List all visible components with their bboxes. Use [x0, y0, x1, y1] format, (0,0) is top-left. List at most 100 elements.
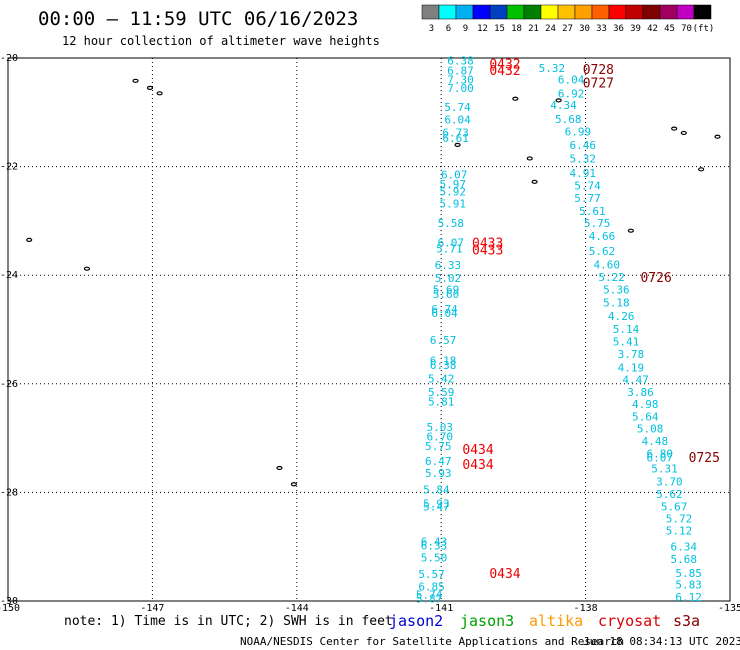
- wave-height-label: 4.47: [622, 373, 649, 386]
- colorbar-tick-label: 24: [545, 24, 556, 34]
- footer-timestamp: Jun 18 08:34:13 UTC 2023: [583, 635, 740, 648]
- y-tick-label: -24: [0, 270, 18, 281]
- colorbar-swatch: [421, 4, 440, 20]
- wave-height-label: 5.08: [637, 422, 664, 435]
- pass-time-label: 0725: [689, 451, 720, 466]
- colorbar-swatch: [506, 4, 525, 20]
- wave-height-label: 6.07: [438, 237, 465, 250]
- wave-height-label: 5.36: [603, 283, 630, 296]
- wave-height-label: 5.59: [428, 386, 455, 399]
- wave-height-label: 6.61: [442, 132, 469, 145]
- x-tick-label: -150: [0, 603, 20, 614]
- colorbar-tick-label: 39: [630, 24, 641, 34]
- wave-height-label: 5.03: [427, 421, 454, 434]
- colorbar-tick-label: 9: [463, 24, 468, 34]
- wave-height-label: 5.02: [435, 272, 462, 285]
- colorbar-tick-label: 12: [477, 24, 488, 34]
- wave-height-label: 5.57: [418, 568, 445, 581]
- wave-height-label: 5.93: [425, 467, 452, 480]
- pass-time-label: 0434: [489, 567, 520, 582]
- x-tick-label: -147: [140, 603, 164, 614]
- colorbar-swatch: [574, 4, 593, 20]
- island-marker: [531, 179, 538, 184]
- wave-height-label: 6.12: [675, 591, 702, 604]
- wave-height-label: 5.69: [433, 283, 460, 296]
- wave-height-label: 5.71: [436, 243, 463, 256]
- pass-time-label: 0433: [472, 237, 503, 252]
- pass-time-label: 0434: [462, 443, 493, 458]
- wave-height-label: 5.74: [574, 180, 601, 193]
- wave-height-label: 5.84: [423, 484, 450, 497]
- wave-height-label: 5.93: [423, 497, 450, 510]
- x-tick-label: -138: [574, 603, 598, 614]
- island-marker: [146, 85, 154, 90]
- wave-height-label: 5.91: [440, 198, 467, 211]
- wave-height-label: 4.34: [550, 99, 577, 112]
- island-marker: [526, 156, 533, 161]
- wave-height-label: 4.91: [569, 167, 596, 180]
- wave-height-label: 7.30: [447, 74, 474, 87]
- colorbar-swatch: [625, 4, 644, 20]
- wave-height-label: 4.26: [608, 310, 635, 323]
- wave-height-label: 5.67: [661, 501, 688, 514]
- pass-time-label: 0727: [583, 76, 614, 91]
- wave-height-label: 6.74: [431, 303, 458, 316]
- island-marker: [698, 167, 705, 172]
- wave-height-label: 5.61: [579, 205, 606, 218]
- wave-height-label: 5.31: [651, 463, 678, 476]
- legend-entry-altika: altika: [529, 612, 583, 630]
- colorbar-swatch: [591, 4, 610, 20]
- x-tick-label: -135: [718, 603, 740, 614]
- wave-height-label: 5.18: [603, 296, 630, 309]
- wave-height-label: 6.47: [425, 455, 452, 468]
- pass-time-label: 0432: [489, 64, 520, 79]
- island-marker: [454, 142, 461, 147]
- colorbar-tick-label: 18: [511, 24, 522, 34]
- island-marker: [132, 78, 139, 83]
- wave-height-label: 7.00: [447, 82, 474, 95]
- wave-height-label: 6.85: [418, 580, 445, 593]
- island-marker: [156, 91, 163, 96]
- colorbar-swatch: [676, 4, 695, 20]
- wave-height-label: 4.48: [642, 435, 669, 448]
- wave-height-label: 5.32: [569, 152, 596, 165]
- colorbar-swatch: [642, 4, 661, 20]
- island-marker: [680, 130, 687, 136]
- wave-height-label: 6.18: [430, 354, 457, 367]
- colorbar-tick-label: 27: [562, 24, 573, 34]
- wave-height-label: 5.64: [632, 410, 659, 423]
- y-tick-label: -30: [0, 596, 18, 607]
- wave-height-label: 6.73: [442, 126, 469, 139]
- wave-height-label: 5.47: [423, 501, 450, 514]
- wave-height-label: 5.92: [440, 186, 467, 199]
- wave-height-label: 5.85: [675, 567, 702, 580]
- colorbar-swatch: [489, 4, 508, 20]
- footer-credit: NOAA/NESDIS Center for Satellite Applica…: [240, 635, 624, 648]
- island-marker: [555, 98, 562, 103]
- wave-height-label: 4.98: [632, 398, 659, 411]
- colorbar-tick-label: 6: [446, 24, 451, 34]
- island-marker: [714, 134, 721, 139]
- wave-height-label: 4.60: [594, 258, 621, 271]
- y-tick-label: -20: [0, 53, 18, 64]
- legend-entry-jason2: jason2: [389, 612, 443, 630]
- wave-height-label: 3.70: [656, 476, 683, 489]
- colorbar-tick-label: 70: [681, 24, 692, 34]
- wave-height-label: 5.14: [613, 323, 640, 336]
- chart-title: 00:00 – 11:59 UTC 06/16/2023: [38, 8, 358, 30]
- grid-lines: [8, 58, 730, 601]
- wave-height-label: 5.97: [440, 178, 467, 191]
- wave-height-label: 6.04: [558, 74, 585, 87]
- colorbar-tick-label: (ft): [693, 24, 715, 34]
- footer-note: note: 1) Time is in UTC; 2) SWH is in fe…: [64, 614, 393, 629]
- island-marker: [83, 266, 91, 271]
- wave-height-label: 5.75: [584, 217, 611, 230]
- wave-height-label: 6.38: [430, 359, 457, 372]
- wave-height-label: 6.33: [435, 259, 462, 272]
- colorbar-swatch: [557, 4, 576, 20]
- y-tick-label: -26: [0, 379, 18, 390]
- wave-height-label: 5.75: [425, 440, 452, 453]
- wave-height-label: 5.32: [539, 62, 566, 75]
